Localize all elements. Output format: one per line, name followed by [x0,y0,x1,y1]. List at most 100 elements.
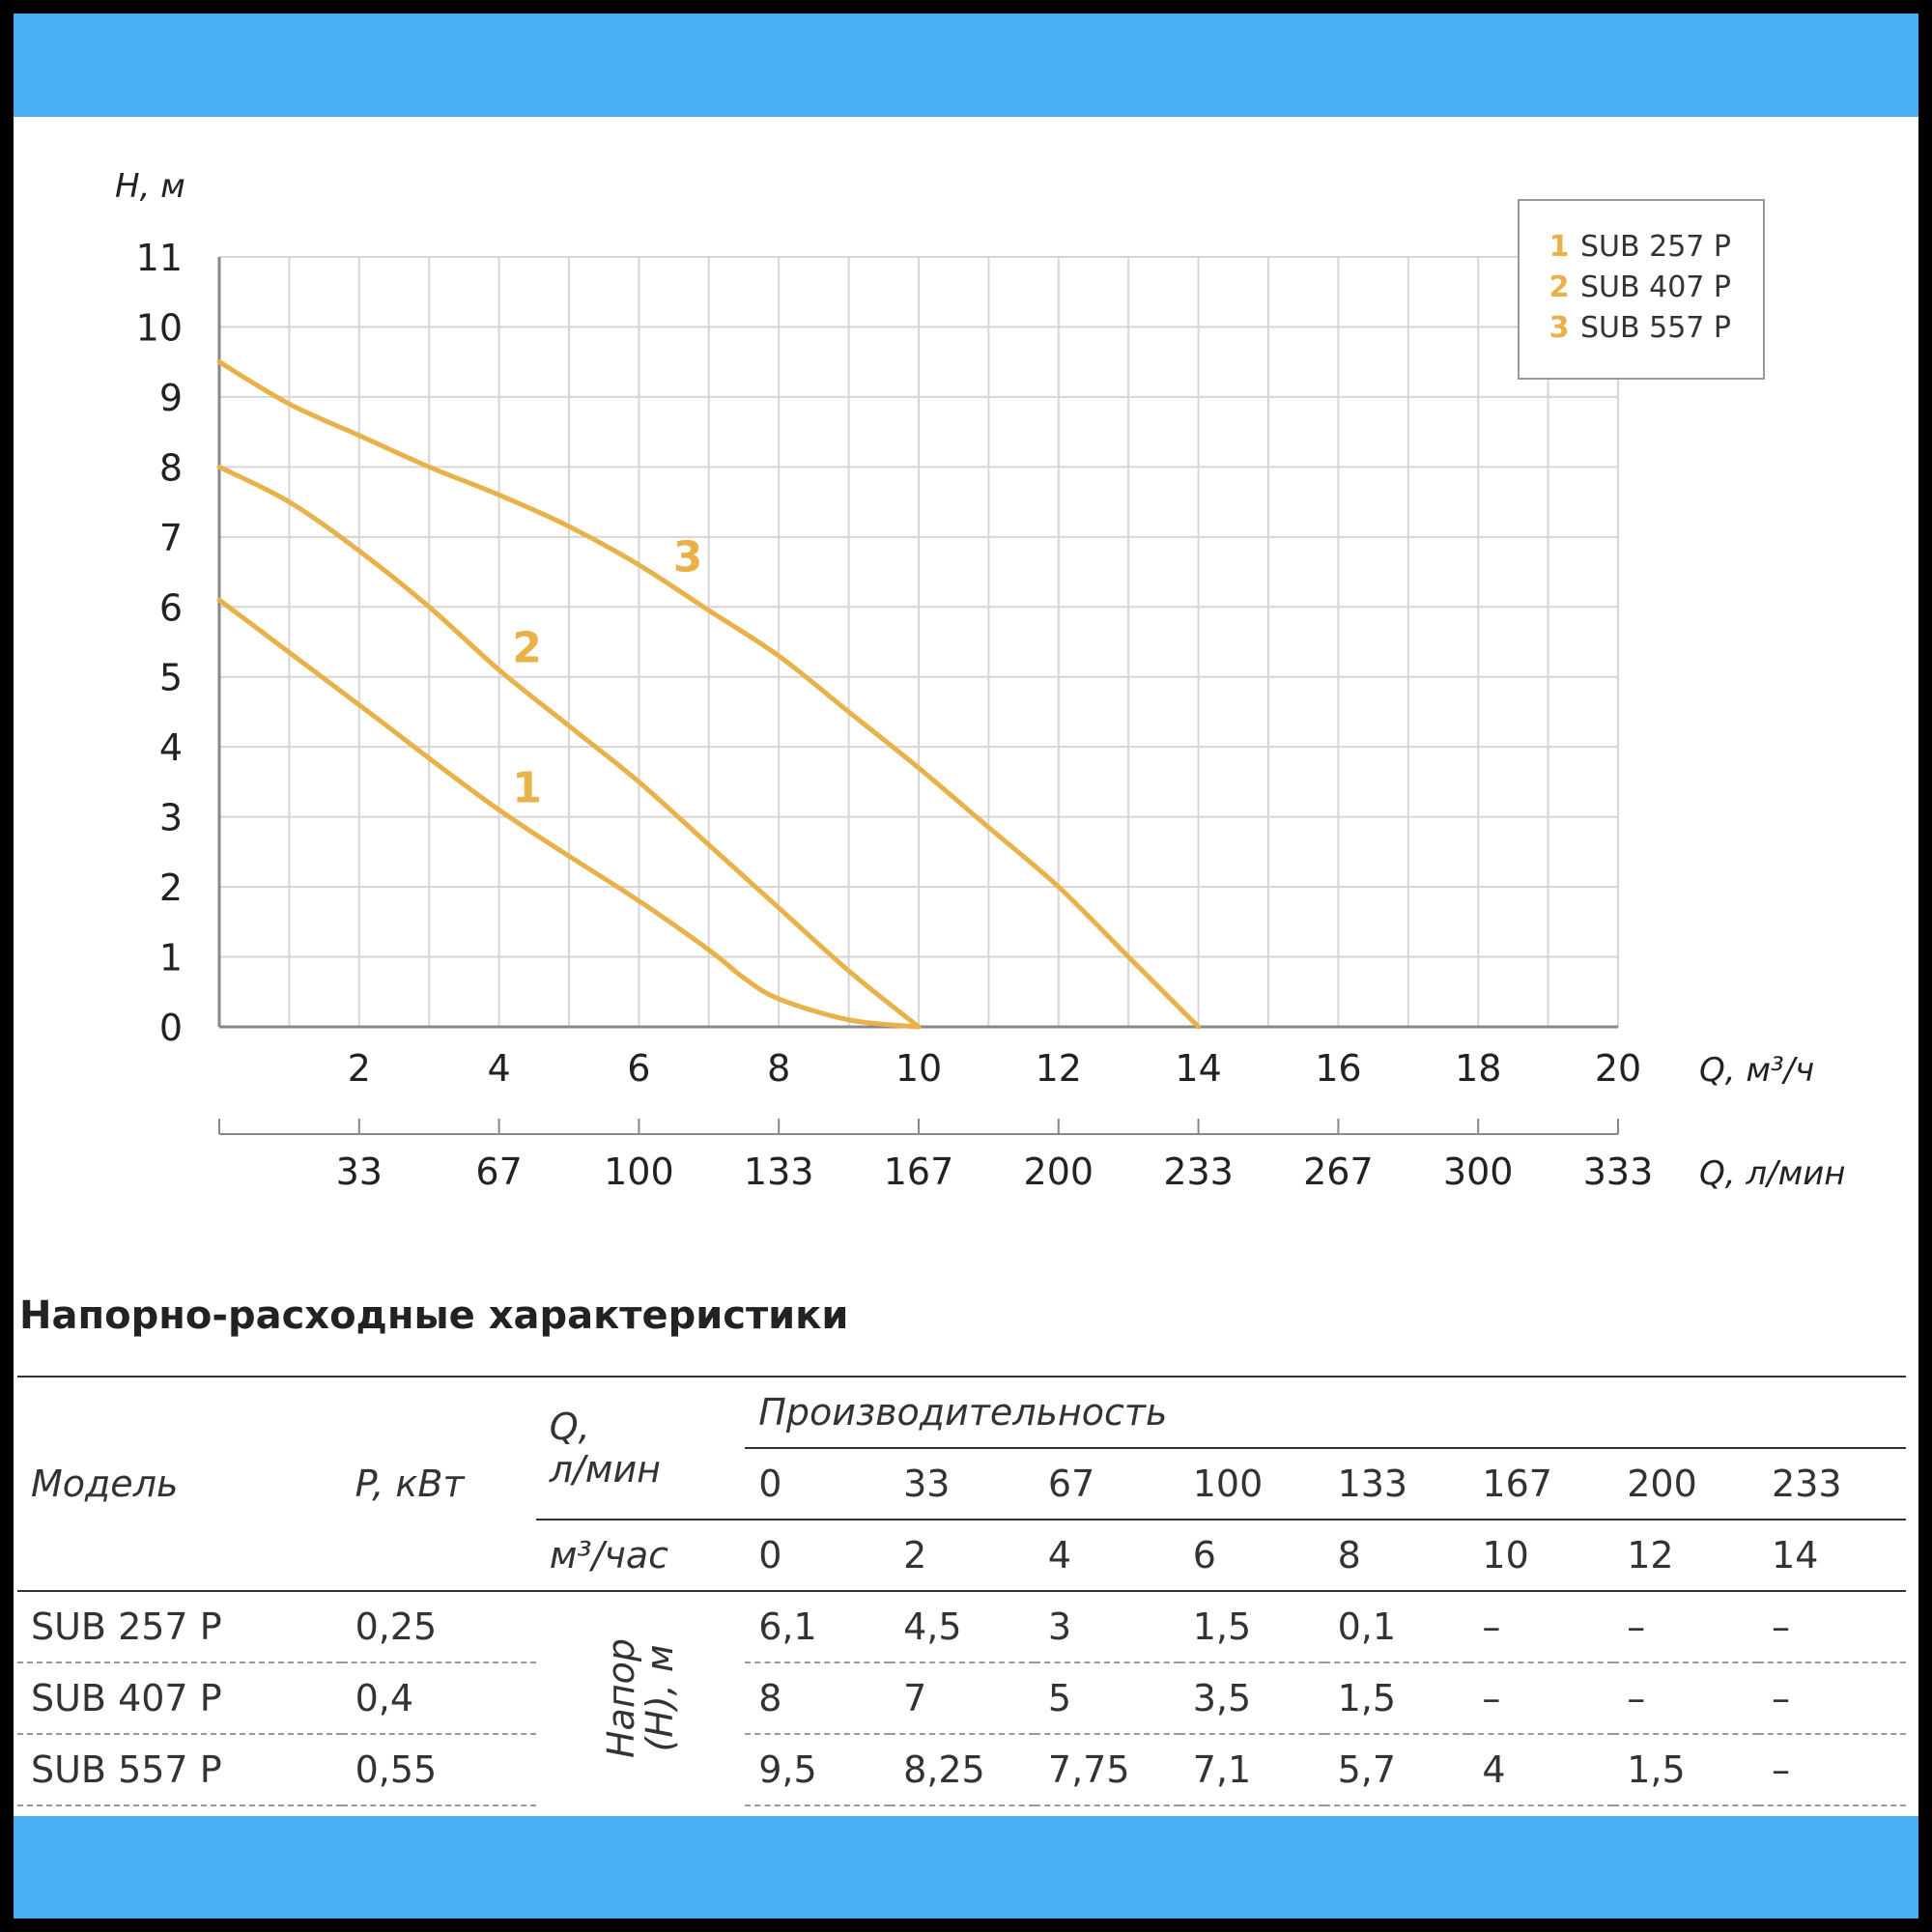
y-tick-label: 4 [159,726,183,769]
x-tick-label: 10 [895,1047,942,1090]
x2-tick-label: 333 [1583,1151,1654,1193]
y-tick-label: 1 [159,937,183,980]
power-cell: 0,4 [341,1662,536,1735]
x2-tick-label: 267 [1303,1151,1374,1193]
table-header-row-lmin: 0 33 67 100 133 167 200 233 [17,1448,1906,1520]
head-value: 5,7 [1323,1734,1469,1806]
q-header: Q, л/мин [535,1376,746,1520]
head-value: – [1758,1734,1906,1806]
curve-3 [216,359,1202,1030]
head-value: – [1758,1662,1906,1735]
x2-tick-label: 167 [884,1151,954,1193]
y-tick-label: 11 [136,237,183,279]
chart-labels: 1 2 3 [512,533,702,813]
m3-value: 0 [758,1534,782,1577]
x2-tick-label: 300 [1443,1151,1514,1193]
head-value: – [1758,1591,1906,1663]
m3-value: 4 [1047,1534,1072,1577]
x-tick-label: 14 [1175,1047,1221,1090]
bottom-banner [14,1816,1918,1918]
m3-label: м³/час [549,1534,669,1577]
y-tick-label: 6 [159,586,183,629]
head-value: – [1613,1662,1759,1735]
top-banner [14,14,1918,117]
m3-value: 8 [1337,1534,1361,1577]
head-value: 0,1 [1323,1591,1469,1663]
model-cell: SUB 407 P [17,1662,342,1735]
lmin-value: 33 [903,1463,951,1505]
y-tick-label: 0 [159,1007,183,1049]
x2-tick-label: 133 [744,1151,814,1193]
legend-entry: SUB 407 P [1580,270,1731,304]
m3-value: 14 [1772,1534,1819,1577]
model-cell: SUB 557 P [17,1734,342,1806]
chart-legend: 1 SUB 257 P 2 SUB 407 P 3 SUB 557 P [1518,199,1765,380]
m3-value: 10 [1482,1534,1529,1577]
curve-label-2: 2 [512,624,542,673]
head-value: 9,5 [745,1734,891,1806]
lmin-value: 100 [1192,1463,1264,1505]
y-tick-label: 3 [159,797,183,839]
model-header: Модель [17,1376,342,1592]
head-value: 3,5 [1179,1662,1324,1735]
head-value: 1,5 [1613,1734,1759,1806]
lmin-value: 133 [1337,1463,1408,1505]
table-row: SUB 557 P 0,55 9,5 8,25 7,75 7,1 5,7 4 1,5– [17,1734,1906,1806]
curve-1 [216,597,922,1030]
chart-grid [219,256,1619,1027]
head-label-cell: Напор (H), м [536,1591,746,1805]
head-value: – [1468,1662,1614,1735]
x-tick-label: 6 [627,1047,650,1090]
q-header-line1: Q, [549,1406,590,1448]
lmin-value: 0 [758,1463,782,1505]
x-tick-label: 16 [1315,1047,1361,1090]
m3-value: 12 [1627,1534,1674,1577]
y-tick-label: 7 [159,517,183,559]
x-tick-label: 2 [348,1047,371,1090]
head-value: 7,75 [1034,1734,1179,1806]
curve-label-3: 3 [673,533,703,582]
table-header-row-1: Модель P, кВт Q, л/мин Производительност… [17,1376,1906,1592]
chart-curves [216,359,1202,1030]
y-tick-label: 10 [136,306,183,349]
curve-label-1: 1 [512,764,542,813]
head-value: 1,5 [1323,1662,1469,1735]
power-header: P, кВт [341,1376,536,1592]
head-value: 4 [1468,1734,1614,1806]
section-title: Напорно-расходные характеристики [19,1293,849,1338]
power-cell: 0,55 [341,1734,536,1806]
table-row: SUB 407 P 0,4 8 7 5 3,5 1,5– – – [17,1662,1906,1735]
legend-entry: SUB 557 P [1580,311,1731,345]
y-axis-title: H, м [115,167,185,206]
legend-box [1518,199,1765,380]
head-value: 6,1 [745,1591,891,1663]
lmin-value: 233 [1772,1463,1842,1505]
head-value: 7 [890,1662,1035,1735]
x-tick-label: 12 [1036,1047,1082,1090]
lmin-value: 167 [1482,1463,1552,1505]
legend-number: 1 [1549,230,1570,264]
y-tick-label: 8 [159,446,183,489]
head-value: 8 [745,1662,891,1735]
y-tick-label: 9 [159,377,183,419]
legend-number: 3 [1549,311,1570,345]
head-value: 4,5 [890,1591,1035,1663]
m3-value: 6 [1192,1534,1216,1577]
x2-axis-title: Q, л/мин [1699,1154,1846,1193]
x-axis-title: Q, м³/ч [1699,1051,1814,1090]
table-row: SUB 257 P 0,25 Напор (H), м 6,1 4,5 3 1,5 0,1– –… [17,1591,1906,1758]
x-tick-label: 18 [1455,1047,1501,1090]
head-value: 1,5 [1179,1591,1324,1663]
x2-tick-label: 33 [336,1151,383,1193]
x-tick-label: 20 [1595,1047,1641,1090]
x-tick-label: 8 [767,1047,790,1090]
head-value: 3 [1034,1591,1179,1663]
model-cell: SUB 257 P [17,1591,342,1663]
curve-2 [216,464,922,1030]
x2-tick-label: 100 [604,1151,674,1193]
table-header-row-m3: м³/час 0 2 4 6 8 10 12 14 [17,1520,1906,1591]
page-frame: 0 1 2 3 4 5 6 7 8 9 10 11 H, м 2 4 6 8 10 12 14 16 18 20 Q, м³/… [14,14,1918,1918]
head-value: 5 [1034,1662,1179,1735]
